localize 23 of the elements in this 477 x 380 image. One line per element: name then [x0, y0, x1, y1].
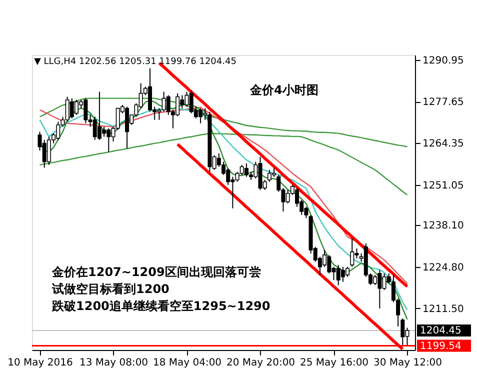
y-tick-label: 1238.10	[422, 220, 464, 232]
candlestick	[400, 318, 405, 346]
y-tick-label: 1264.35	[422, 138, 464, 150]
x-tick-label: 10 May 2016	[8, 358, 73, 368]
x-tick-label: 18 May 04:00	[152, 358, 222, 368]
x-tick-label: 20 May 20:00	[226, 358, 296, 368]
ref-line-label: 1199.54	[420, 340, 462, 352]
y-tick-label: 1277.65	[422, 97, 464, 108]
annotation: ▼ LLG,H4 1202.56 1205.31 1199.76 1204.45	[34, 57, 236, 67]
x-tick-label: 30 May 12:00	[373, 358, 442, 368]
x-tick-label: 13 May 08:00	[79, 358, 148, 368]
line-series	[39, 132, 408, 196]
ref-line-label: 1204.45	[420, 325, 462, 336]
annotation: 试做空目标看到1200	[51, 282, 170, 296]
y-tick-label: 1290.95	[422, 56, 464, 67]
annotation: 金价4小时图	[249, 83, 318, 97]
y-tick-label: 1224.80	[422, 262, 464, 274]
candlestick	[350, 238, 354, 268]
annotation: 跌破1200追单继续看空至1295~1290	[51, 299, 270, 313]
x-tick-label: 25 May 16:00	[300, 358, 369, 368]
annotation: 金价在1207~1209区间出现回落可尝	[51, 265, 261, 279]
y-tick-label: 1211.50	[422, 304, 464, 315]
y-tick-label: 1251.05	[422, 180, 464, 192]
